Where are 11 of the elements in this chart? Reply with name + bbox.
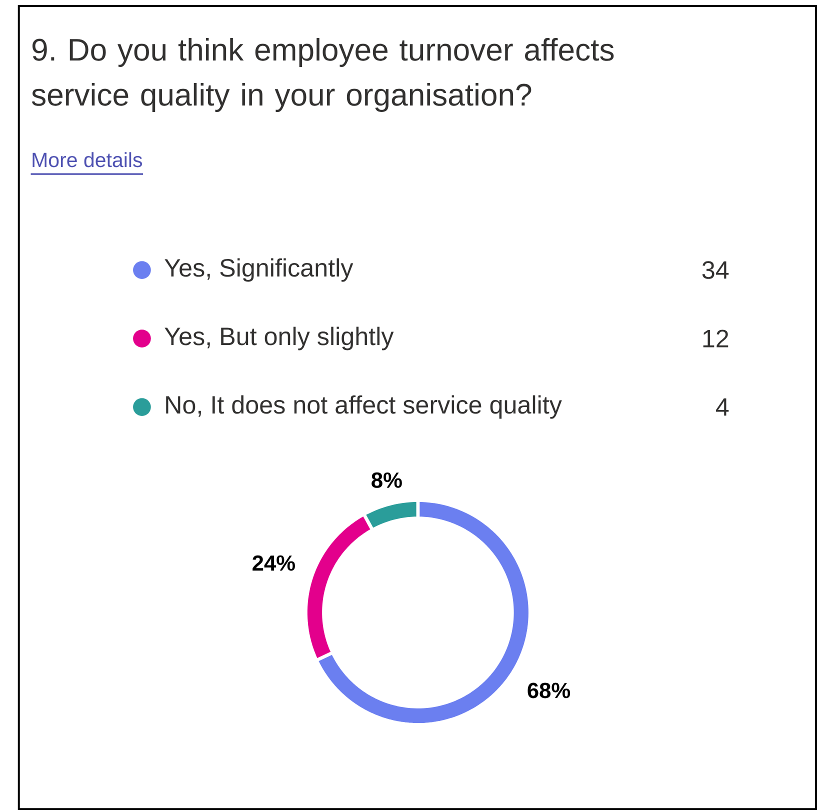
text: 4 [716, 398, 729, 416]
text: 34 [702, 261, 729, 279]
text: More details [32, 152, 142, 168]
data-label: 68% [528, 682, 570, 698]
data-label: 8% [372, 472, 402, 488]
legend-label: Yes, Significantly [164, 258, 354, 282]
data-label: 24% [252, 555, 295, 571]
chart-title: 9. Do you think employee turnover affects service quality in your organisation? [32, 38, 614, 112]
legend-label: No, It does not affect service quality [166, 395, 562, 419]
legend-label: Yes, But only slightly [164, 326, 394, 350]
text: 12 [703, 330, 728, 348]
